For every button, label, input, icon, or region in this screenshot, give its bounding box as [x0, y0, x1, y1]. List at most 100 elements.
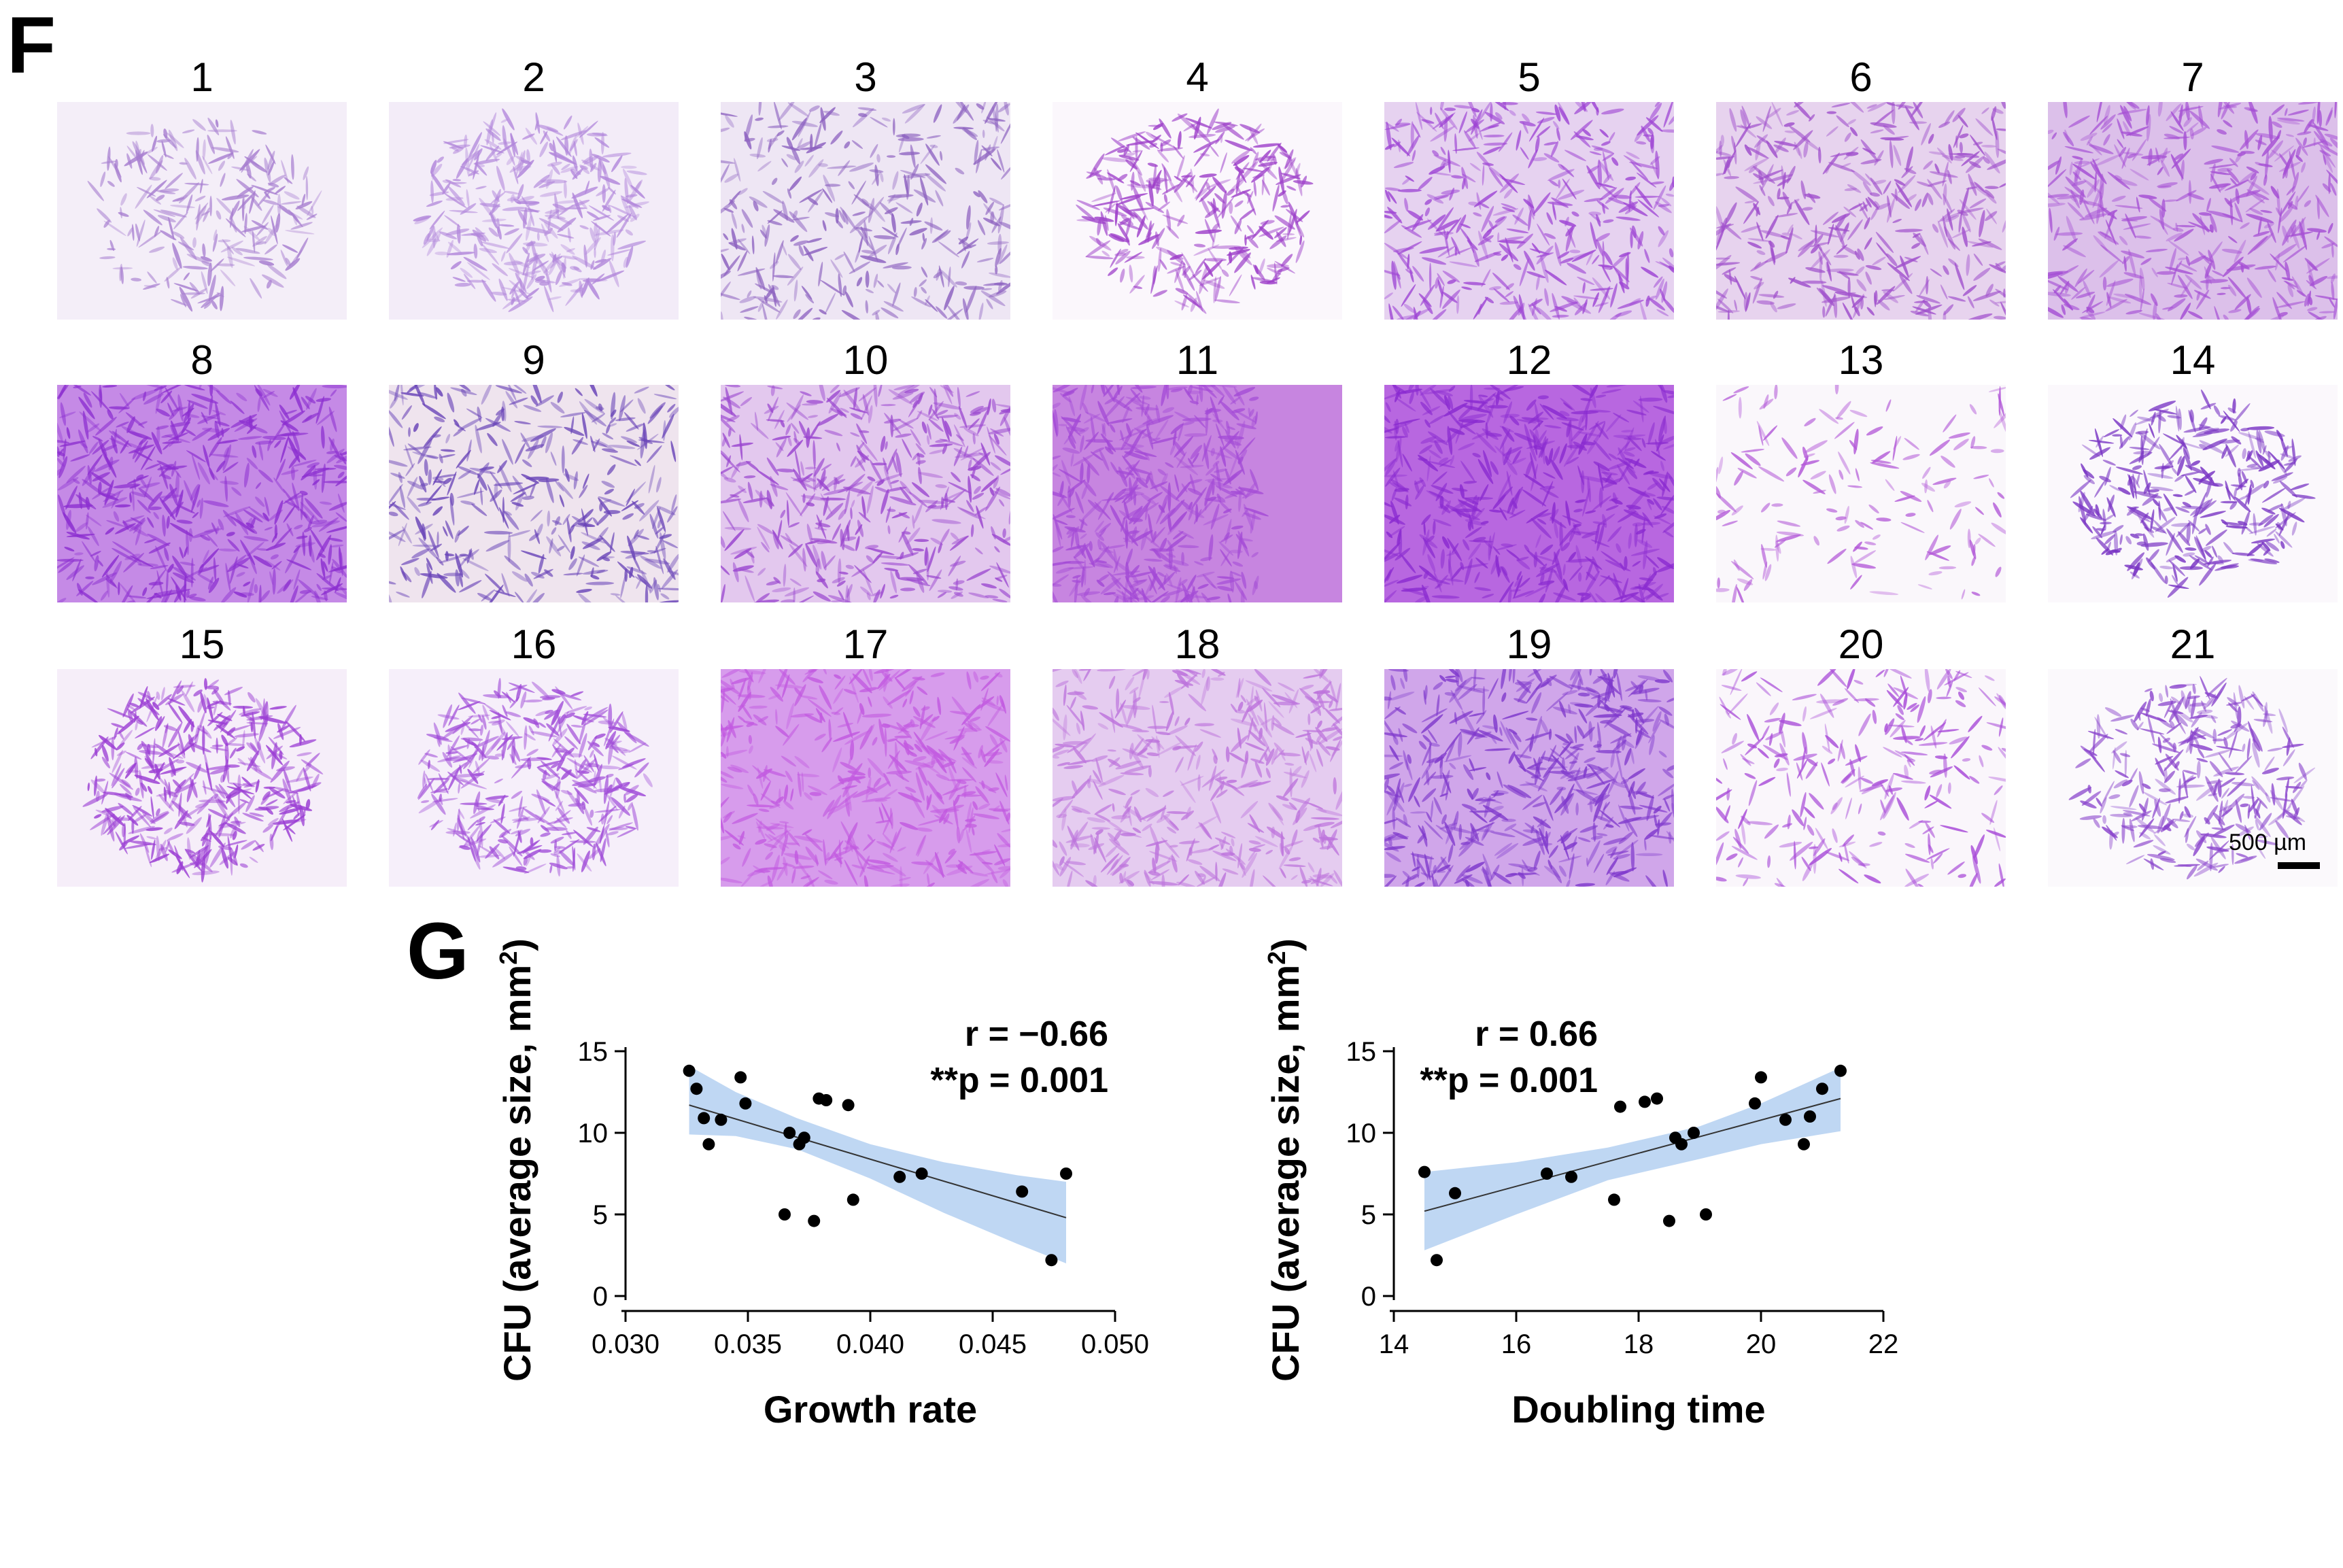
cell-stroke: [793, 309, 801, 320]
cell-stroke: [1101, 250, 1110, 257]
cell-stroke: [874, 486, 890, 494]
cell-stroke: [792, 477, 806, 481]
cell-stroke: [1510, 589, 1521, 592]
cell-stroke: [389, 409, 403, 428]
cell-stroke: [485, 540, 510, 552]
cell-stroke: [942, 385, 953, 405]
cell-stroke: [728, 238, 747, 244]
cell-stroke: [851, 562, 876, 577]
cell-stroke: [1875, 231, 1894, 254]
cell-stroke: [130, 517, 143, 524]
cell-stroke: [1481, 269, 1491, 288]
cell-stroke: [422, 227, 443, 248]
cell-stroke: [161, 434, 174, 438]
cell-stroke: [1190, 487, 1207, 510]
cell-stroke: [953, 592, 963, 597]
cell-stroke: [2185, 274, 2202, 290]
cell-stroke: [1885, 479, 1895, 491]
cell-stroke: [611, 155, 623, 173]
cell-stroke: [1641, 570, 1658, 590]
cell-stroke: [842, 209, 849, 225]
cell-stroke: [617, 240, 647, 250]
cell-stroke: [1473, 296, 1488, 320]
cell-stroke: [445, 520, 454, 539]
cell-stroke: [1528, 149, 1538, 169]
cell-stroke: [507, 532, 511, 562]
cell-stroke: [1569, 525, 1577, 543]
cell-stroke: [1516, 130, 1522, 151]
cell-stroke: [611, 234, 615, 262]
cell-stroke: [1159, 507, 1176, 524]
cell-stroke: [594, 258, 607, 263]
cell-stroke: [2072, 156, 2083, 160]
cell-stroke: [1493, 252, 1502, 256]
cell-stroke: [155, 385, 163, 414]
cell-stroke: [723, 477, 736, 483]
cell-stroke: [1280, 205, 1290, 208]
cell-stroke: [1250, 147, 1257, 154]
cell-stroke: [2124, 294, 2152, 305]
cell-stroke: [1960, 187, 1969, 216]
cell-stroke: [1669, 179, 1674, 191]
cell-stroke: [216, 439, 239, 444]
cell-stroke: [401, 405, 412, 420]
cell-stroke: [725, 386, 733, 415]
cell-stroke: [1525, 583, 1551, 598]
cell-stroke: [620, 574, 626, 598]
cell-stroke: [1736, 125, 1749, 129]
cell-stroke: [1250, 274, 1256, 290]
cell-stroke: [1541, 436, 1547, 458]
cell-stroke: [1122, 406, 1130, 424]
cell-stroke: [1499, 301, 1519, 305]
cell-stroke: [1457, 498, 1471, 517]
cell-stroke: [951, 472, 961, 483]
cell-stroke: [230, 400, 245, 414]
cell-stroke: [636, 579, 641, 590]
cell-stroke: [892, 171, 899, 190]
cell-stroke: [2257, 135, 2263, 150]
cell-stroke: [124, 600, 135, 602]
cell-stroke: [434, 251, 449, 256]
cell-stroke: [1441, 291, 1458, 303]
cell-stroke: [997, 244, 1008, 265]
cell-stroke: [2157, 102, 2163, 117]
cell-stroke: [1943, 310, 1947, 320]
cell-stroke: [539, 282, 549, 286]
cell-stroke: [1790, 233, 1802, 239]
cell-stroke: [1870, 462, 1900, 469]
cell-stroke: [135, 440, 148, 463]
cell-stroke: [877, 280, 885, 288]
cell-stroke: [1667, 394, 1674, 398]
cell-stroke: [1768, 196, 1775, 207]
cell-stroke: [2002, 216, 2006, 233]
cell-stroke: [1643, 593, 1656, 600]
cell-stroke: [993, 433, 999, 445]
cell-stroke: [582, 569, 609, 575]
cell-stroke: [315, 396, 324, 424]
cell-stroke: [1097, 177, 1116, 181]
cell-stroke: [91, 487, 111, 500]
cell-stroke: [166, 515, 170, 529]
cell-stroke: [1593, 440, 1612, 461]
cell-stroke: [1530, 463, 1538, 492]
cell-stroke: [2146, 114, 2151, 142]
cell-stroke: [1595, 233, 1611, 242]
cell-stroke: [1544, 269, 1567, 286]
cell-stroke: [63, 504, 93, 509]
cell-stroke: [1926, 275, 1929, 295]
cell-stroke: [1258, 161, 1278, 167]
cell-stroke: [1535, 428, 1539, 444]
cell-stroke: [2204, 158, 2223, 165]
cell-stroke: [1118, 221, 1142, 231]
cell-stroke: [999, 221, 1010, 231]
cell-stroke: [746, 460, 759, 471]
cell-stroke: [1473, 508, 1485, 521]
cell-stroke: [619, 395, 626, 422]
cell-stroke: [1269, 235, 1287, 250]
cell-stroke: [1970, 436, 1976, 449]
cell-stroke: [1095, 560, 1108, 564]
cell-stroke: [1145, 201, 1165, 214]
cell-stroke: [785, 492, 803, 517]
cell-stroke: [989, 435, 1007, 456]
cell-stroke: [2245, 198, 2265, 213]
